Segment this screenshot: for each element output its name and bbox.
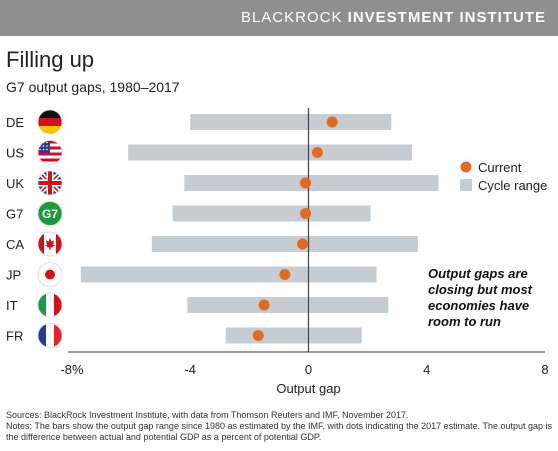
header-bar: BLACKROCK INVESTMENT INSTITUTE xyxy=(0,0,558,36)
source-notes: Sources: BlackRock Investment Institute,… xyxy=(6,410,552,443)
legend-range-label: Cycle range xyxy=(478,178,547,193)
range-bar-us xyxy=(128,144,412,161)
category-label-fr: FR xyxy=(6,329,23,344)
current-dot-us xyxy=(311,147,323,158)
uk-flag-icon xyxy=(37,170,63,196)
legend-current-label: Current xyxy=(478,160,522,175)
flag-icons: G7 xyxy=(37,109,63,348)
range-bar-it xyxy=(187,297,389,313)
current-dot-ca xyxy=(297,238,309,250)
italy-flag-icon xyxy=(37,292,63,318)
usa-flag-icon xyxy=(37,140,63,165)
x-tick-label: -8% xyxy=(60,362,84,377)
x-axis-label: Output gap xyxy=(276,381,340,396)
range-bar-fr xyxy=(225,327,362,344)
current-dot-uk xyxy=(300,177,312,189)
category-label-it: IT xyxy=(6,298,18,313)
chart-title: Filling up xyxy=(6,47,95,72)
legend-range-swatch xyxy=(460,179,472,191)
category-label-ca: CA xyxy=(6,237,24,252)
france-flag-icon xyxy=(37,323,63,348)
current-dot-jp xyxy=(279,269,291,280)
range-bars xyxy=(80,114,439,344)
g7-badge-text: G7 xyxy=(42,207,58,221)
current-dot-fr xyxy=(252,330,264,341)
x-tick-label: -4 xyxy=(184,362,196,377)
current-dots xyxy=(252,116,338,341)
category-label-de: DE xyxy=(6,115,24,130)
category-label-us: US xyxy=(6,146,24,161)
current-dot-de xyxy=(326,116,338,128)
category-label-g7: G7 xyxy=(6,207,23,222)
germany-flag-icon xyxy=(37,109,63,135)
x-tick-label: 4 xyxy=(423,362,430,377)
annotation-line: Output gaps are xyxy=(428,266,528,281)
current-dot-g7 xyxy=(300,208,312,219)
current-dot-it xyxy=(258,299,270,311)
chart-subtitle: G7 output gaps, 1980–2017 xyxy=(6,79,180,95)
range-bar-de xyxy=(190,114,392,130)
range-bar-jp xyxy=(80,266,377,283)
brand-institute: INVESTMENT INSTITUTE xyxy=(347,9,546,26)
category-label-uk: UK xyxy=(6,176,24,191)
x-axis-ticks: -8% -4 0 4 8 xyxy=(60,362,548,377)
notes-text: Notes: The bars show the output gap rang… xyxy=(6,421,552,442)
range-bar-ca xyxy=(151,236,418,252)
annotation-line: economies have xyxy=(428,298,529,313)
annotation-line: closing but most xyxy=(428,282,533,297)
legend-current-swatch xyxy=(460,161,472,173)
range-bar-uk xyxy=(184,175,439,191)
x-tick-label: 8 xyxy=(541,362,548,377)
range-bar-g7 xyxy=(172,205,371,222)
legend: Current Cycle range xyxy=(460,160,547,193)
annotation-line: room to run xyxy=(428,314,501,329)
g7-badge-icon: G7 xyxy=(37,201,63,226)
japan-flag-icon xyxy=(37,262,63,287)
x-tick-label: 0 xyxy=(305,362,312,377)
sources-text: Sources: BlackRock Investment Institute,… xyxy=(6,410,409,420)
brand-name: BLACKROCK xyxy=(240,9,348,26)
category-label-jp: JP xyxy=(6,268,21,283)
category-labels: DE US UK G7 CA JP IT FR xyxy=(6,115,24,344)
canada-flag-icon xyxy=(37,231,63,257)
brand-logo: BLACKROCK INVESTMENT INSTITUTE xyxy=(241,9,546,26)
